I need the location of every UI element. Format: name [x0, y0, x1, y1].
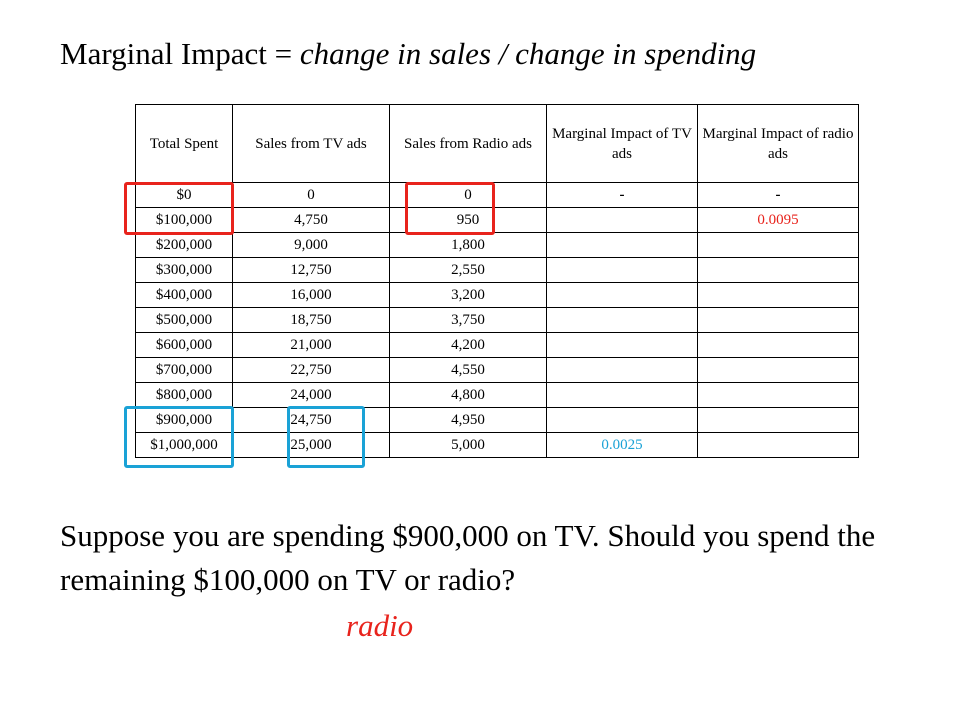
cell-sales-radio: 3,750 [389, 307, 547, 333]
cell-sales-radio: 4,800 [389, 382, 547, 408]
cell-sales-tv: 22,750 [232, 357, 390, 383]
header-sales-tv: Sales from TV ads [232, 104, 390, 183]
cell-sales-tv: 24,750 [232, 407, 390, 433]
table-row: $900,000 24,750 4,950 [135, 407, 859, 433]
cell-marginal-radio [697, 357, 859, 383]
answer-text: radio [346, 608, 414, 643]
cell-total-spent: $0 [135, 182, 233, 208]
cell-marginal-tv [546, 407, 698, 433]
cell-sales-radio: 0 [389, 182, 547, 208]
cell-sales-radio: 950 [389, 207, 547, 233]
cell-marginal-tv [546, 257, 698, 283]
header-sales-radio: Sales from Radio ads [389, 104, 547, 183]
cell-sales-radio: 3,200 [389, 282, 547, 308]
table-row: $1,000,000 25,000 5,000 0.0025 [135, 432, 859, 458]
cell-marginal-radio: - [697, 182, 859, 208]
table-row: $400,000 16,000 3,200 [135, 282, 859, 308]
cell-total-spent: $400,000 [135, 282, 233, 308]
cell-total-spent: $700,000 [135, 357, 233, 383]
cell-marginal-tv [546, 282, 698, 308]
cell-marginal-radio [697, 332, 859, 358]
table-header-row: Total Spent Sales from TV ads Sales from… [135, 104, 859, 183]
cell-sales-tv: 9,000 [232, 232, 390, 258]
cell-marginal-radio [697, 432, 859, 458]
cell-sales-tv: 0 [232, 182, 390, 208]
cell-sales-radio: 5,000 [389, 432, 547, 458]
cell-total-spent: $200,000 [135, 232, 233, 258]
cell-sales-radio: 2,550 [389, 257, 547, 283]
cell-total-spent: $100,000 [135, 207, 233, 233]
cell-sales-radio: 4,550 [389, 357, 547, 383]
cell-marginal-radio [697, 232, 859, 258]
header-marginal-tv: Marginal Impact of TV ads [546, 104, 698, 183]
cell-marginal-tv [546, 307, 698, 333]
table-row: $700,000 22,750 4,550 [135, 357, 859, 383]
header-total-spent: Total Spent [135, 104, 233, 183]
title-lhs: Marginal Impact [60, 36, 267, 71]
table-row: $300,000 12,750 2,550 [135, 257, 859, 283]
cell-sales-radio: 4,950 [389, 407, 547, 433]
cell-sales-tv: 24,000 [232, 382, 390, 408]
cell-sales-tv: 16,000 [232, 282, 390, 308]
cell-marginal-radio [697, 307, 859, 333]
title-rhs: change in sales / change in spending [299, 36, 757, 71]
table-row: $0 0 0- - [135, 182, 859, 208]
cell-total-spent: $300,000 [135, 257, 233, 283]
cell-sales-tv: 12,750 [232, 257, 390, 283]
cell-marginal-tv [546, 382, 698, 408]
cell-sales-radio: 1,800 [389, 232, 547, 258]
page-title: Marginal Impact = change in sales / chan… [60, 34, 756, 74]
cell-total-spent: $600,000 [135, 332, 233, 358]
header-marginal-radio: Marginal Impact of radio ads [697, 104, 859, 183]
cell-marginal-tv [546, 332, 698, 358]
cell-marginal-tv: - [546, 182, 698, 208]
table-row: $600,000 21,000 4,200 [135, 332, 859, 358]
title-equals: = [274, 36, 293, 71]
question-text: Suppose you are spending $900,000 on TV.… [60, 518, 876, 597]
cell-marginal-radio [697, 282, 859, 308]
cell-marginal-radio [697, 382, 859, 408]
cell-marginal-tv [546, 232, 698, 258]
cell-marginal-radio: 0.0095 [697, 207, 859, 233]
cell-marginal-tv [546, 357, 698, 383]
cell-total-spent: $800,000 [135, 382, 233, 408]
cell-marginal-tv: 0.0025 [546, 432, 698, 458]
table-row: $500,000 18,750 3,750 [135, 307, 859, 333]
cell-sales-tv: 4,750 [232, 207, 390, 233]
cell-sales-tv: 25,000 [232, 432, 390, 458]
marginal-impact-table: Total Spent Sales from TV ads Sales from… [124, 104, 859, 468]
cell-sales-tv: 18,750 [232, 307, 390, 333]
cell-total-spent: $900,000 [135, 407, 233, 433]
cell-total-spent: $500,000 [135, 307, 233, 333]
cell-sales-tv: 21,000 [232, 332, 390, 358]
cell-marginal-radio [697, 407, 859, 433]
table-row: $800,000 24,000 4,800 [135, 382, 859, 408]
cell-marginal-radio [697, 257, 859, 283]
table-row: $200,000 9,000 1,800 [135, 232, 859, 258]
cell-marginal-tv [546, 207, 698, 233]
cell-sales-radio: 4,200 [389, 332, 547, 358]
table-row: $100,000 4,750 950 0.0095 [135, 207, 859, 233]
cell-total-spent: $1,000,000 [135, 432, 233, 458]
